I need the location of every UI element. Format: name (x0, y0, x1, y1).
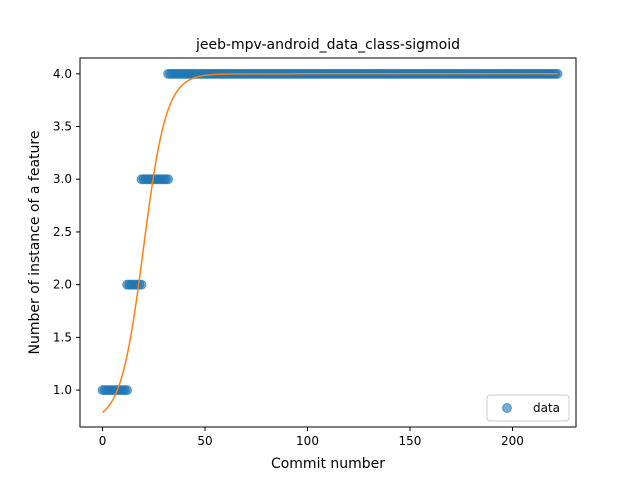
x-tick-label: 100 (296, 434, 319, 448)
x-tick-label: 200 (501, 434, 524, 448)
legend-box (486, 394, 570, 422)
y-tick-label: 1.5 (53, 330, 72, 344)
axes-frame (79, 57, 577, 428)
x-axis: 0 50 100 150 200 (99, 427, 524, 448)
y-tick-label: 1.0 (53, 383, 72, 397)
chart-title: jeeb-mpv-android_data_class-sigmoid (195, 37, 460, 53)
y-tick-label: 2.0 (53, 278, 72, 292)
y-tick-label: 3.0 (53, 172, 72, 186)
plot-area (97, 68, 563, 414)
y-axis-title: Number of instance of a feature (27, 131, 43, 355)
y-tick-label: 2.5 (53, 225, 72, 239)
x-tick-label: 50 (197, 434, 212, 448)
legend: data (486, 394, 570, 422)
x-tick-label: 150 (399, 434, 422, 448)
x-tick-label: 0 (99, 434, 107, 448)
y-tick-label: 3.5 (53, 120, 72, 134)
fit-line (102, 73, 558, 414)
legend-label-data: data (533, 401, 560, 415)
legend-marker-data (502, 403, 512, 413)
y-tick-label: 4.0 (53, 67, 72, 81)
x-axis-title: Commit number (271, 456, 385, 472)
data-point (122, 385, 133, 396)
data-point (163, 174, 174, 185)
y-axis: 1.0 1.5 2.0 2.5 3.0 3.5 4.0 (53, 67, 80, 397)
